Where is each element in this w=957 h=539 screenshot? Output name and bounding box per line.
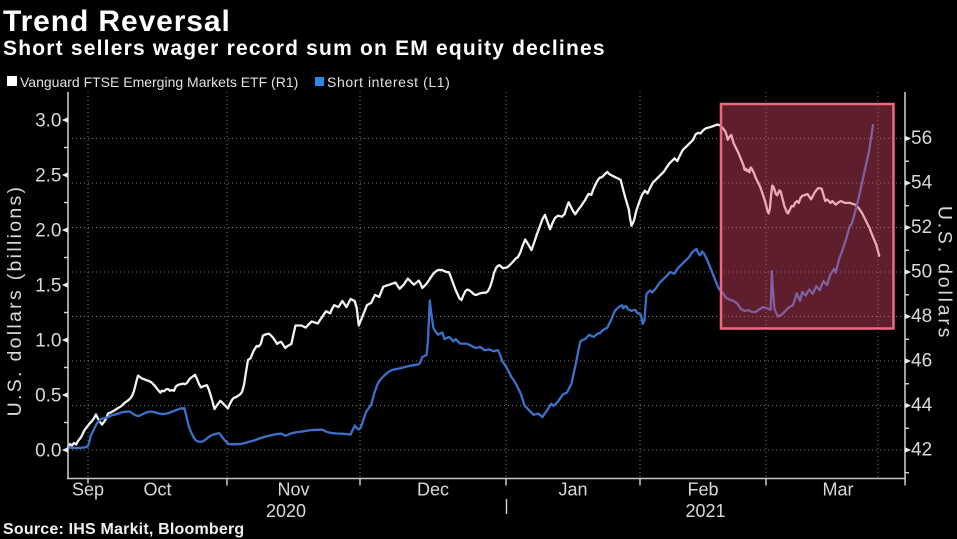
svg-text:2.0: 2.0 bbox=[35, 221, 61, 242]
svg-text:Jan: Jan bbox=[558, 480, 587, 500]
svg-text:44: 44 bbox=[911, 395, 933, 416]
svg-text:Nov: Nov bbox=[277, 480, 309, 500]
svg-text:3.0: 3.0 bbox=[35, 111, 61, 132]
svg-text:Sep: Sep bbox=[72, 480, 104, 500]
svg-text:1.0: 1.0 bbox=[35, 331, 61, 352]
svg-text:48: 48 bbox=[911, 306, 932, 327]
svg-text:2.5: 2.5 bbox=[35, 166, 61, 187]
svg-text:54: 54 bbox=[911, 173, 933, 194]
svg-text:1.5: 1.5 bbox=[35, 276, 61, 297]
svg-text:2020: 2020 bbox=[266, 501, 306, 521]
svg-text:U.S. dollars: U.S. dollars bbox=[934, 206, 956, 340]
svg-text:46: 46 bbox=[911, 351, 932, 372]
svg-text:0.0: 0.0 bbox=[35, 441, 61, 462]
svg-text:42: 42 bbox=[911, 440, 932, 461]
svg-text:Dec: Dec bbox=[417, 480, 449, 500]
svg-text:0.5: 0.5 bbox=[35, 386, 61, 407]
svg-text:2021: 2021 bbox=[685, 501, 725, 521]
svg-text:Feb: Feb bbox=[687, 480, 718, 500]
svg-text:52: 52 bbox=[911, 217, 932, 238]
svg-text:U.S. dollars (billions): U.S. dollars (billions) bbox=[4, 185, 26, 417]
svg-text:50: 50 bbox=[911, 262, 932, 283]
svg-text:Oct: Oct bbox=[143, 480, 171, 500]
svg-text:56: 56 bbox=[911, 128, 932, 149]
svg-text:Mar: Mar bbox=[823, 480, 854, 500]
